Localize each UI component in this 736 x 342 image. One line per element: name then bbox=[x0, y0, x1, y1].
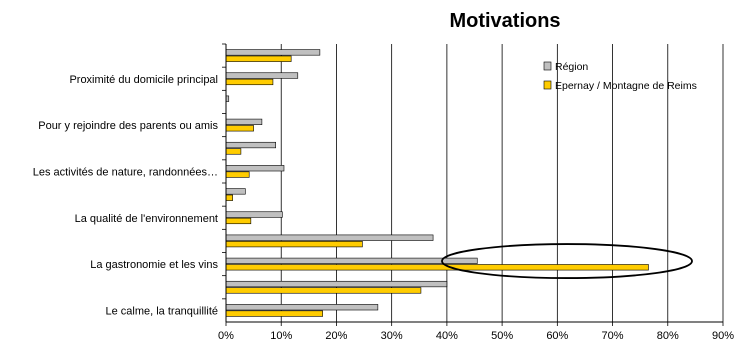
x-tick-label: 10% bbox=[270, 330, 292, 342]
x-tick-label: 80% bbox=[657, 330, 679, 342]
bar bbox=[225, 241, 363, 248]
bar bbox=[225, 171, 250, 178]
category-labels: Proximité du domicile principal Pour y re… bbox=[33, 74, 219, 318]
bar bbox=[225, 55, 292, 62]
category-label: La qualité de l'environnement bbox=[75, 213, 218, 225]
category-label: Le calme, la tranquillité bbox=[105, 305, 218, 317]
bar bbox=[225, 287, 422, 294]
category-label: Pour y rejoindre des parents ou amis bbox=[38, 120, 218, 132]
bar bbox=[225, 141, 277, 149]
x-tick-label: 0% bbox=[218, 330, 234, 342]
category-label: Proximité du domicile principal bbox=[69, 74, 218, 86]
category-label: Les activités de nature, randonnées… bbox=[33, 166, 218, 178]
bar bbox=[225, 280, 448, 288]
bar bbox=[225, 78, 274, 86]
bar bbox=[225, 211, 283, 218]
legend-label: Epernay / Montagne de Reims bbox=[555, 80, 697, 92]
bar bbox=[225, 125, 254, 132]
annotation bbox=[441, 243, 693, 279]
bar bbox=[225, 72, 299, 79]
x-tick-labels: 0% 10% 20% 30% 40% 50% 60% 70% 80% 90% bbox=[218, 330, 734, 342]
bar bbox=[225, 304, 379, 311]
category-label: La gastronomie et les vins bbox=[90, 259, 218, 271]
x-tick-label: 40% bbox=[436, 330, 458, 342]
legend-swatch bbox=[543, 80, 552, 90]
x-tick-label: 30% bbox=[381, 330, 403, 342]
legend-swatch bbox=[543, 61, 552, 71]
bar bbox=[225, 264, 649, 271]
bar bbox=[225, 49, 321, 56]
axes bbox=[222, 43, 723, 323]
x-tick-label: 90% bbox=[712, 330, 734, 342]
highlight-ellipse bbox=[441, 243, 693, 279]
bar bbox=[225, 118, 263, 125]
bar bbox=[225, 217, 252, 225]
chart-title: Motivations bbox=[449, 10, 560, 32]
bar bbox=[225, 148, 242, 155]
bar bbox=[225, 234, 434, 241]
bar bbox=[225, 165, 285, 172]
legend-label: Région bbox=[555, 61, 588, 73]
bar bbox=[225, 257, 478, 264]
x-tick-label: 50% bbox=[491, 330, 513, 342]
legend: Région Epernay / Montagne de Reims bbox=[543, 61, 697, 92]
bar bbox=[225, 194, 233, 201]
bar bbox=[225, 310, 323, 317]
x-tick-label: 20% bbox=[325, 330, 347, 342]
bar bbox=[225, 188, 246, 195]
x-tick-label: 70% bbox=[602, 330, 624, 342]
x-tick-label: 60% bbox=[546, 330, 568, 342]
